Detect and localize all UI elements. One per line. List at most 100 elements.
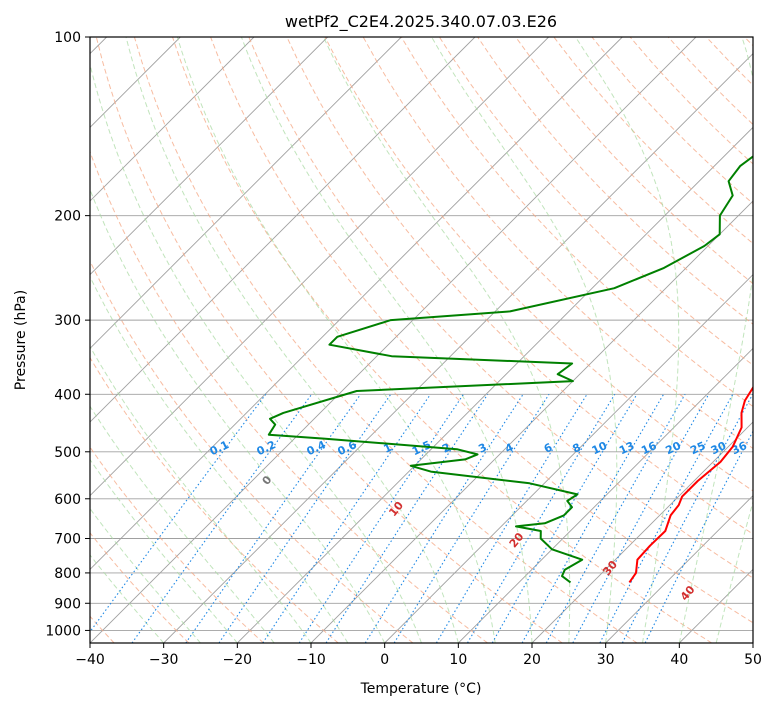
isotherm-line	[90, 37, 697, 643]
x-tick-label: 30	[597, 652, 615, 668]
moist-adiabat	[90, 507, 201, 643]
dry-adiabat	[515, 37, 753, 285]
isotherm-line	[679, 568, 753, 643]
isotherm-line	[458, 347, 753, 643]
mixing-ratio-label: 16	[639, 439, 659, 457]
mixing-ratio-line	[90, 393, 267, 633]
mixing-ratio-line	[325, 393, 489, 643]
mixing-ratio-line	[218, 393, 392, 643]
x-axis-label: Temperature (°C)	[360, 681, 482, 697]
dewpoint-profile-line	[267, 155, 753, 584]
moist-adiabat	[431, 37, 618, 643]
moist-adiabat	[575, 37, 680, 643]
dry-adiabat	[90, 259, 414, 643]
moist-adiabat	[176, 37, 496, 643]
isotherm-line	[90, 37, 255, 202]
profiles	[267, 155, 753, 584]
isotherm-line	[237, 126, 753, 643]
isotherm-line	[90, 37, 549, 497]
mixing-ratio-line	[491, 394, 638, 643]
moist-adiabat	[323, 37, 571, 643]
moist-adiabat-label: 20	[507, 530, 527, 550]
mixing-ratio-line	[467, 394, 616, 643]
moist-adiabat-label: 10	[386, 499, 406, 519]
mixing-ratio-line	[572, 394, 710, 643]
mixing-ratio-label: 0.2	[255, 438, 278, 458]
mixing-ratio-label: 3	[476, 441, 488, 456]
line-labels: 0.10.20.40.611.52346810131620253036-100-…	[208, 438, 750, 603]
dry-adiabat	[324, 37, 753, 492]
isotherm-line	[384, 274, 753, 643]
x-tick-label: 0	[380, 652, 389, 668]
dry-adiabat	[172, 37, 712, 643]
dry-adiabat	[553, 37, 753, 245]
moist-adiabat	[715, 499, 753, 643]
y-tick-label: 400	[54, 387, 81, 403]
y-axis-label: Pressure (hPa)	[13, 290, 29, 390]
moist-adiabat-label: 0	[260, 473, 275, 487]
isotherm-line	[90, 37, 476, 423]
y-tick-label: 500	[54, 445, 81, 461]
dry-adiabat	[667, 37, 753, 126]
mixing-ratio-line	[599, 394, 734, 643]
moist-adiabat	[90, 275, 349, 643]
y-tick-label: 800	[54, 566, 81, 582]
moist-adiabat	[90, 62, 422, 643]
isotherm-line	[90, 37, 402, 349]
y-tick-label: 600	[54, 492, 81, 508]
isotherm-line	[163, 53, 753, 643]
mixing-ratio-line	[521, 394, 665, 643]
dry-adiabat	[248, 37, 753, 579]
mixing-ratio-line	[545, 394, 686, 643]
axes: −40 −30 −20 −10 0 10 20 30 40 5010020030040050060…	[45, 30, 762, 668]
x-tick-label: −30	[149, 652, 179, 668]
mixing-ratio-line	[262, 393, 431, 643]
y-tick-label: 300	[54, 313, 81, 329]
isotherm-line	[90, 37, 623, 570]
moist-adiabat	[90, 345, 312, 643]
chart-title: wetPf2_C2E4.2025.340.07.03.E26	[285, 12, 557, 32]
dry-adiabat	[133, 37, 638, 643]
mixing-ratio-label: 10	[590, 439, 610, 457]
isotherm-line	[310, 200, 753, 643]
dry-adiabat	[438, 37, 753, 366]
x-tick-label: 20	[523, 652, 541, 668]
mixing-ratio-line	[393, 394, 550, 643]
plot-frame	[89, 36, 754, 644]
mixing-ratio-line	[185, 393, 362, 643]
mixing-ratio-label: 25	[688, 439, 707, 457]
isotherm-line	[531, 421, 753, 643]
dry-adiabat	[90, 356, 339, 643]
dry-adiabat	[95, 37, 563, 643]
mixing-ratio-line	[435, 394, 588, 643]
moist-adiabat	[90, 405, 275, 643]
x-tick-label: −20	[223, 652, 253, 668]
dry-adiabat	[90, 446, 264, 643]
mixing-ratio-label: 30	[709, 439, 729, 457]
dry-adiabat	[286, 37, 753, 535]
x-tick-label: 50	[744, 652, 762, 668]
dry-adiabat	[90, 150, 488, 643]
isotherm-line	[752, 642, 753, 643]
y-tick-label: 200	[54, 209, 81, 225]
dry-adiabat	[591, 37, 753, 205]
y-tick-label: 100	[54, 30, 81, 46]
dry-adiabat	[744, 37, 753, 47]
mixing-ratio-line	[364, 393, 524, 643]
y-tick-label: 1000	[45, 623, 81, 639]
x-tick-label: 10	[449, 652, 467, 668]
dry-adiabat	[210, 37, 753, 624]
background-lines	[90, 37, 753, 643]
moist-adiabat	[240, 37, 533, 643]
mixing-ratio-label: 0.1	[208, 438, 231, 458]
mixing-ratio-line	[131, 393, 313, 643]
moist-adiabat-label: 30	[600, 558, 620, 578]
moist-adiabat	[90, 458, 238, 643]
mixing-ratio-label: 20	[664, 439, 684, 457]
mixing-ratio-line	[298, 393, 464, 643]
dry-adiabat	[90, 532, 190, 643]
moist-adiabat	[678, 37, 753, 643]
mixing-ratio-label: 1.5	[410, 438, 433, 458]
mixing-ratio-label: 6	[542, 441, 555, 456]
